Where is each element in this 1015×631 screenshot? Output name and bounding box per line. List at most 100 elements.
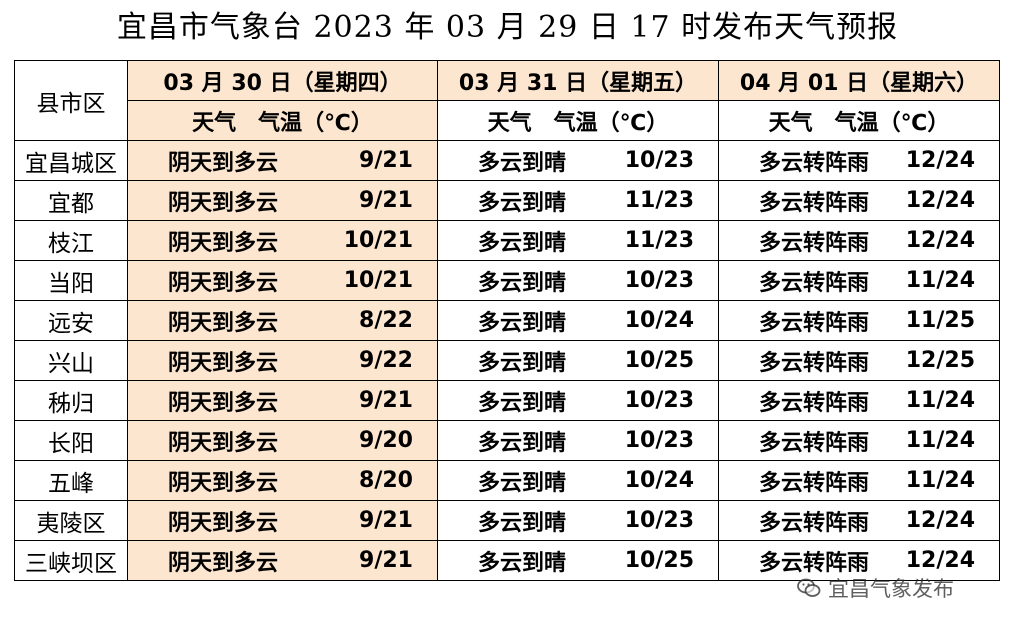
county-name: 宜都 [14,180,128,221]
forecast-cell: 阴天到多云 9/21 [127,180,438,221]
forecast-cell: 多云转阵雨 12/24 [718,540,1000,581]
forecast-cell-inner: 多云转阵雨 11/25 [719,301,999,340]
weather-text: 多云到晴 [478,510,567,536]
temperature-text: 9/22 [359,348,413,373]
header-weather-label: 天气 [192,110,237,136]
forecast-cell: 多云到晴 11/23 [437,180,719,221]
temperature-text: 12/24 [905,508,975,533]
temperature-text: 12/24 [905,228,975,253]
forecast-cell-inner: 多云转阵雨 11/24 [719,261,999,300]
temperature-text: 9/21 [359,388,413,413]
forecast-cell: 多云转阵雨 12/24 [718,140,1000,181]
forecast-cell-inner: 阴天到多云 9/21 [128,141,437,180]
table-row: 当阳 阴天到多云 10/21 多云到晴 10/23 多云转阵雨 11/24 [14,260,1000,301]
temperature-text: 11/24 [905,268,975,293]
weather-text: 多云转阵雨 [759,510,870,536]
weather-text: 多云转阵雨 [759,150,870,176]
forecast-cell-inner: 阴天到多云 9/22 [128,341,437,380]
county-name: 五峰 [14,460,128,501]
table-row: 远安 阴天到多云 8/22 多云到晴 10/24 多云转阵雨 11/25 [14,300,1000,341]
weather-text: 多云到晴 [478,270,567,296]
table-row: 秭归 阴天到多云 9/21 多云到晴 10/23 多云转阵雨 11/24 [14,380,1000,421]
weather-text: 多云转阵雨 [759,230,870,256]
weather-text: 多云到晴 [478,230,567,256]
forecast-cell-inner: 多云到晴 10/23 [438,141,718,180]
forecast-cell-inner: 多云到晴 10/23 [438,381,718,420]
table-row: 宜都 阴天到多云 9/21 多云到晴 11/23 多云转阵雨 12/24 [14,180,1000,221]
temperature-text: 9/21 [359,188,413,213]
header-date-1: 03 月 31 日（星期五） [437,60,719,101]
temperature-text: 8/22 [359,308,413,333]
county-name: 远安 [14,300,128,341]
forecast-cell-inner: 多云转阵雨 12/25 [719,341,999,380]
temperature-text: 10/25 [624,348,694,373]
temperature-text: 10/21 [343,268,413,293]
weather-text: 多云转阵雨 [759,550,870,576]
forecast-cell-inner: 多云转阵雨 11/24 [719,381,999,420]
forecast-cell: 多云到晴 10/24 [437,300,719,341]
forecast-cell: 阴天到多云 10/21 [127,260,438,301]
temperature-text: 10/23 [624,388,694,413]
weather-text: 阴天到多云 [168,510,279,536]
forecast-cell-inner: 多云到晴 10/25 [438,541,718,580]
forecast-cell: 多云到晴 10/23 [437,380,719,421]
forecast-cell-inner: 阴天到多云 9/20 [128,421,437,460]
weather-text: 阴天到多云 [168,550,279,576]
forecast-cell: 多云转阵雨 11/24 [718,420,1000,461]
forecast-cell-inner: 多云到晴 10/24 [438,461,718,500]
weather-text: 多云转阵雨 [759,390,870,416]
weather-text: 阴天到多云 [168,350,279,376]
forecast-cell-inner: 多云转阵雨 12/24 [719,181,999,220]
forecast-cell: 多云转阵雨 11/24 [718,260,1000,301]
forecast-cell-inner: 多云转阵雨 12/24 [719,501,999,540]
forecast-cell-inner: 多云到晴 10/23 [438,501,718,540]
weather-text: 阴天到多云 [168,190,279,216]
temperature-text: 11/24 [905,468,975,493]
forecast-cell: 多云到晴 10/24 [437,460,719,501]
temperature-text: 11/23 [624,188,694,213]
temperature-text: 9/21 [359,148,413,173]
temperature-text: 11/24 [905,428,975,453]
forecast-cell-inner: 多云到晴 10/25 [438,341,718,380]
table-row: 夷陵区 阴天到多云 9/21 多云到晴 10/23 多云转阵雨 12/24 [14,500,1000,541]
forecast-cell: 多云转阵雨 11/25 [718,300,1000,341]
temperature-text: 12/24 [905,148,975,173]
forecast-cell: 多云转阵雨 11/24 [718,380,1000,421]
watermark-text: 宜昌气象发布 [828,577,954,601]
forecast-cell: 阴天到多云 8/22 [127,300,438,341]
forecast-cell: 多云到晴 10/23 [437,140,719,181]
forecast-cell-inner: 阴天到多云 8/20 [128,461,437,500]
weather-text: 多云转阵雨 [759,470,870,496]
forecast-cell: 多云转阵雨 11/24 [718,460,1000,501]
forecast-cell: 多云到晴 10/25 [437,540,719,581]
temperature-text: 10/23 [624,148,694,173]
county-name: 兴山 [14,340,128,381]
weather-text: 阴天到多云 [168,430,279,456]
forecast-cell-inner: 多云到晴 11/23 [438,221,718,260]
temperature-text: 10/25 [624,548,694,573]
temperature-text: 10/24 [624,468,694,493]
temperature-text: 8/20 [359,468,413,493]
forecast-cell-inner: 多云到晴 11/23 [438,181,718,220]
forecast-cell-inner: 多云到晴 10/23 [438,421,718,460]
forecast-cell-inner: 阴天到多云 9/21 [128,541,437,580]
forecast-cell: 阴天到多云 9/21 [127,540,438,581]
weather-text: 多云到晴 [478,390,567,416]
county-name: 三峡坝区 [14,540,128,581]
table-row: 五峰 阴天到多云 8/20 多云到晴 10/24 多云转阵雨 11/24 [14,460,1000,501]
header-date-0: 03 月 30 日（星期四） [127,60,438,101]
temperature-text: 10/21 [343,228,413,253]
forecast-cell-inner: 多云转阵雨 12/24 [719,541,999,580]
header-date-2: 04 月 01 日（星期六） [718,60,1000,101]
temperature-text: 11/23 [624,228,694,253]
weather-text: 阴天到多云 [168,270,279,296]
header-temp-label: 气温（℃） [553,110,669,136]
temperature-text: 10/23 [624,268,694,293]
page-title: 宜昌市气象台 2023 年 03 月 29 日 17 时发布天气预报 [116,10,899,45]
header-county: 县市区 [14,60,128,141]
forecast-cell: 阴天到多云 9/21 [127,500,438,541]
weather-text: 阴天到多云 [168,310,279,336]
wechat-icon [797,578,821,597]
header-sub-1: 天气 气温（℃） [437,100,719,141]
temperature-text: 12/24 [905,548,975,573]
